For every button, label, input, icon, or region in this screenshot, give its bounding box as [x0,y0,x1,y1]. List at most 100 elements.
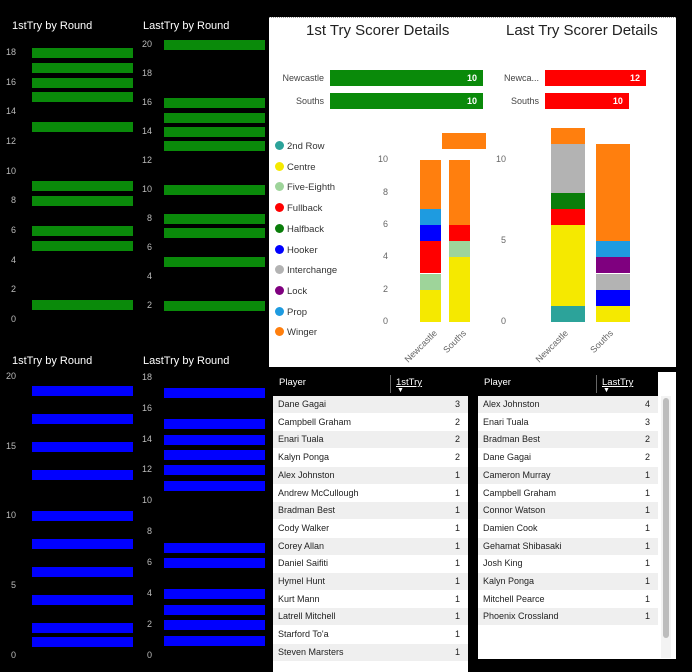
table-row[interactable]: Latrell Mitchell 1 [273,608,468,626]
try-count: 3 [454,399,460,409]
try-count: 1 [454,487,460,498]
table-row[interactable]: Andrew McCullough 1 [273,485,468,502]
try-count: 4 [644,399,650,409]
legend-item: Halfback [275,223,324,237]
legend-label: Five-Eighth [287,182,336,194]
try-count: 1 [454,593,460,604]
player-name: Kalyn Ponga [483,576,535,586]
round-bar [164,112,265,123]
y-tick-label: 6 [382,219,388,229]
try-count: 2 [454,452,460,463]
table-row[interactable]: Gehamat Shibasaki 1 [478,537,658,555]
round-bar [164,450,265,461]
legend-dot-icon [275,161,284,171]
player-name: Enari Tuala [483,416,529,427]
y-tick-label: 0 [10,314,16,324]
player-name: Cody Walker [278,522,330,533]
y-tick-label: 12 [141,154,152,165]
table-row[interactable]: Cody Walker 1 [273,520,468,537]
panel-title-blue-last: LastTry by Round [143,355,230,367]
legend-item: Interchange [275,264,337,278]
try-count: 1 [454,505,460,516]
table-row[interactable]: Kurt Mann 1 [273,591,468,608]
table-row[interactable]: Alex Johnston 1 [273,466,468,484]
table-row[interactable]: Hymel Hunt 1 [273,573,468,590]
round-bar [32,511,133,522]
try-count: 1 [644,505,650,516]
first-try-table: Player 1stTry ▼ Dane Gagai 3 Campbell Grah… [273,372,468,672]
table-row[interactable]: Steven Marsters 1 [273,643,468,661]
round-bar [164,434,265,445]
y-tick-label: 14 [141,433,152,444]
col-header-lasttry[interactable]: LastTry [602,377,634,388]
table-row[interactable]: Dane Gagai 2 [478,449,658,466]
y-tick-label: 6 [10,224,16,235]
sort-desc-icon[interactable]: ▼ [397,387,404,394]
table-row[interactable]: Kalyn Ponga 1 [478,573,658,590]
table-row[interactable]: Alex Johnston 4 [478,396,658,413]
y-tick-label: 18 [141,371,152,382]
player-name: Alex Johnston [278,469,335,480]
sort-desc-icon[interactable]: ▼ [603,387,610,394]
y-tick-label: 14 [141,126,152,136]
table-row[interactable]: Bradman Best 1 [273,502,468,520]
player-name: Hymel Hunt [278,576,326,586]
try-count: 2 [454,434,460,445]
table-row[interactable]: Daniel Saifiti 1 [273,555,468,572]
stack-segment [596,289,630,306]
round-bar [32,240,133,251]
player-name: Phoenix Crossland [483,611,559,622]
table-row[interactable]: Enari Tuala 2 [273,431,468,449]
table-row[interactable]: Dane Gagai 3 [273,396,468,413]
panel-title-green-first: 1stTry by Round [12,20,93,32]
table-row[interactable]: Bradman Best 2 [478,431,658,449]
table-scrollbar-thumb[interactable] [663,398,669,638]
try-count: 1 [454,576,460,586]
legend-label: Interchange [287,265,338,277]
round-bar [32,385,133,396]
legend-label: Prop [287,306,308,318]
y-tick-label: 2 [146,619,152,630]
table-row[interactable]: Starford To'a 1 [273,626,468,643]
player-name: Campbell Graham [483,487,557,498]
player-name: Corey Allan [278,540,325,551]
table-row[interactable]: Campbell Graham 2 [273,414,468,431]
table-row[interactable]: Kalyn Ponga 2 [273,449,468,466]
col-header-1sttry[interactable]: 1stTry [396,377,423,388]
table-row[interactable]: Campbell Graham 1 [478,485,658,502]
y-tick-label: 5 [500,235,506,246]
table-row[interactable]: Cameron Murray 1 [478,466,658,484]
y-tick-label: 4 [146,270,152,281]
team-value-bar: 10 [330,70,483,86]
stack-segment-overflow [442,133,486,149]
y-tick-label: 0 [382,316,388,326]
try-count: 1 [454,522,460,533]
table-row[interactable]: Connor Watson 1 [478,502,658,520]
player-name: Josh King [483,558,523,569]
round-bar [32,62,133,73]
table-row[interactable]: Damien Cook 1 [478,520,658,537]
try-count: 1 [644,576,650,586]
stack-segment [420,273,441,290]
table-row[interactable]: Enari Tuala 3 [478,414,658,431]
round-bar [164,480,265,491]
col-header-player-last[interactable]: Player [484,377,511,388]
stack-segment [551,192,585,209]
round-bar [164,604,265,615]
round-bar [32,637,133,648]
round-bar [32,122,133,133]
y-tick-label: 15 [5,440,16,451]
y-tick-label: 0 [10,650,16,660]
table-row[interactable]: Mitchell Pearce 1 [478,591,658,608]
y-tick-label: 2 [382,283,388,294]
try-count: 1 [644,611,650,622]
stack-segment [551,208,585,225]
col-header-player[interactable]: Player [279,377,306,388]
table-row[interactable]: Phoenix Crossland 1 [478,608,658,626]
table-row[interactable]: Corey Allan 1 [273,537,468,555]
team-value-bar: 10 [545,93,629,109]
legend-label: Halfback [287,223,324,235]
round-bar [164,620,265,631]
try-count: 1 [644,593,650,604]
table-row[interactable]: Josh King 1 [478,555,658,572]
